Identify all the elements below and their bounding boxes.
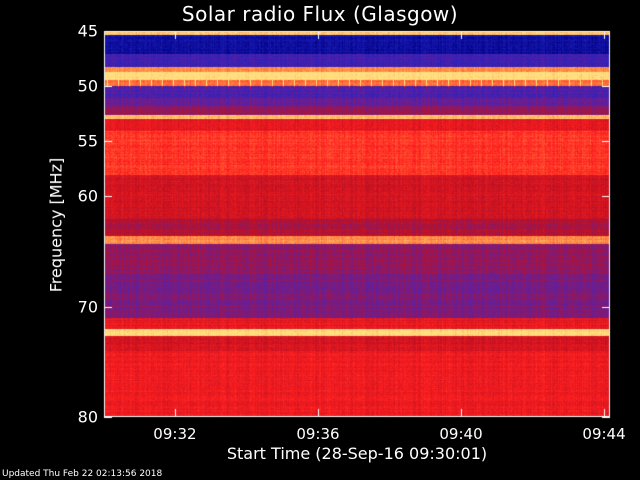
chart-title: Solar radio Flux (Glasgow) — [181, 2, 459, 26]
y-tick-label: 70 — [77, 297, 98, 317]
y-axis-label: Frequency [MHz] — [46, 157, 66, 293]
y-tick-label: 55 — [77, 131, 98, 151]
y-tick-label: 60 — [77, 186, 98, 206]
x-tick-label: 09:44 — [582, 425, 626, 443]
y-tick-label: 45 — [77, 21, 98, 41]
updated-timestamp: Updated Thu Feb 22 02:13:56 2018 — [2, 469, 163, 479]
x-tick-label: 09:32 — [153, 425, 197, 443]
y-tick-label: 80 — [77, 407, 98, 427]
x-axis-label: Start Time (28-Sep-16 09:30:01) — [226, 444, 488, 463]
x-tick-label: 09:40 — [439, 425, 483, 443]
y-tick-label: 50 — [77, 76, 98, 96]
x-tick-label: 09:36 — [296, 425, 340, 443]
